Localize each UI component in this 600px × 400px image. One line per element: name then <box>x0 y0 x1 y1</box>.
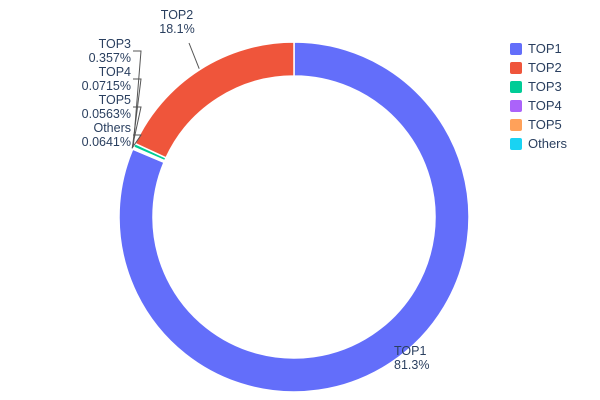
annotation-top4-label: TOP4 <box>98 65 131 79</box>
annotation-top4: TOP4 0.0715% <box>55 65 131 93</box>
legend-item-top3[interactable]: TOP3 <box>510 80 567 93</box>
annotation-top5-value: 0.0563% <box>81 107 131 121</box>
legend-swatch-top2 <box>510 61 522 74</box>
pie-slice-top2[interactable] <box>134 41 295 159</box>
annotation-top1: TOP1 81.3% <box>394 344 429 372</box>
legend-swatch-top3 <box>510 80 522 93</box>
legend-label-top5: TOP5 <box>528 117 562 132</box>
legend-item-others[interactable]: Others <box>510 137 567 150</box>
annotation-top4-value: 0.0715% <box>81 79 131 93</box>
leader-line-top4 <box>131 78 142 148</box>
annotation-top3-label: TOP3 <box>98 37 131 51</box>
legend-label-others: Others <box>528 136 568 151</box>
annotation-top5-label: TOP5 <box>98 93 131 107</box>
legend-label-top1: TOP1 <box>528 41 562 56</box>
annotation-top1-label: TOP1 <box>394 344 427 358</box>
legend-swatch-others <box>510 137 522 150</box>
leader-line-top3 <box>132 50 142 145</box>
annotation-top3-value: 0.357% <box>88 51 131 65</box>
legend: TOP1 TOP2 TOP3 TOP4 TOP5 Others <box>510 42 567 150</box>
legend-label-top4: TOP4 <box>528 98 562 113</box>
annotation-top3: TOP3 0.357% <box>55 37 131 65</box>
legend-item-top5[interactable]: TOP5 <box>510 118 567 131</box>
legend-swatch-top1 <box>510 42 522 55</box>
pie-slice-top1[interactable] <box>118 41 470 393</box>
annotation-top5: TOP5 0.0563% <box>55 93 131 121</box>
legend-item-top4[interactable]: TOP4 <box>510 99 567 112</box>
legend-swatch-top4 <box>510 99 522 112</box>
annotation-others-value: 0.0641% <box>81 135 131 149</box>
annotation-others-label: Others <box>93 121 131 135</box>
leader-line-top2 <box>188 42 200 69</box>
annotation-top2-value: 18.1% <box>159 22 195 36</box>
leader-line-others <box>131 134 142 149</box>
annotation-others: Others 0.0641% <box>55 121 131 149</box>
annotation-top1-value: 81.3% <box>394 358 430 372</box>
legend-item-top1[interactable]: TOP1 <box>510 42 567 55</box>
legend-label-top2: TOP2 <box>528 60 562 75</box>
legend-item-top2[interactable]: TOP2 <box>510 61 567 74</box>
annotation-top2: TOP2 18.1% <box>142 8 212 36</box>
legend-swatch-top5 <box>510 118 522 131</box>
leader-line-top5 <box>131 106 142 148</box>
annotation-top2-label: TOP2 <box>160 8 194 22</box>
legend-label-top3: TOP3 <box>528 79 562 94</box>
